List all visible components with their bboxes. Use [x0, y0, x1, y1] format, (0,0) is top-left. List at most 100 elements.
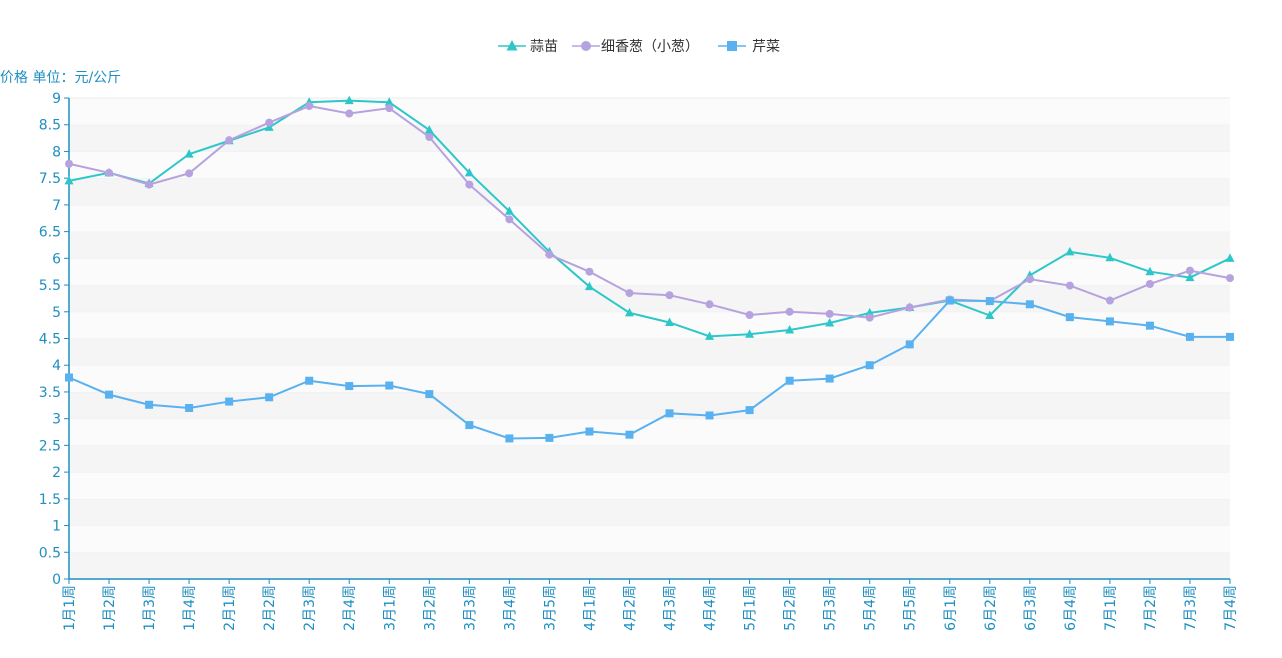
- data-point: [625, 430, 634, 439]
- series-square: [65, 296, 1234, 443]
- data-point: [624, 307, 634, 317]
- data-point: [385, 104, 394, 113]
- data-point: [504, 206, 514, 215]
- x-tick-label: 2月4周: [342, 585, 358, 631]
- data-point: [945, 296, 954, 305]
- x-tick-label: 5月2周: [783, 585, 799, 631]
- series-lines: [64, 95, 1235, 443]
- x-tick-label: 3月4周: [502, 585, 518, 631]
- data-point: [825, 374, 834, 383]
- x-tick-label: 5月4周: [863, 585, 879, 631]
- data-point: [265, 118, 274, 127]
- data-point: [1105, 252, 1115, 262]
- y-tick-label: 1.5: [39, 492, 61, 508]
- data-point: [424, 125, 434, 134]
- data-point: [865, 361, 874, 370]
- legend-item[interactable]: 蒜苗: [498, 39, 558, 55]
- data-point: [385, 381, 394, 390]
- data-point: [1065, 313, 1074, 322]
- data-point: [105, 390, 114, 399]
- data-point: [465, 421, 474, 430]
- x-tick-label: 2月3周: [302, 585, 318, 631]
- data-point: [64, 175, 74, 185]
- legend[interactable]: 蒜苗 细香葱（小葱） 芹菜: [498, 39, 780, 55]
- data-point: [1226, 274, 1234, 283]
- data-point: [785, 376, 794, 385]
- y-tick-label: 4: [52, 358, 61, 374]
- data-point: [184, 149, 194, 158]
- data-point: [745, 329, 755, 338]
- data-point: [665, 409, 674, 418]
- data-point: [225, 397, 234, 406]
- y-tick-label: 5: [52, 305, 61, 321]
- data-point: [1226, 332, 1234, 341]
- data-point: [65, 373, 73, 382]
- y-tick-label: 6.5: [39, 225, 61, 241]
- y-axis-label: 价格 单位：元/公斤: [0, 70, 121, 86]
- x-tick-label: 5月5周: [903, 585, 919, 631]
- data-point: [1025, 300, 1034, 309]
- series-line: [68, 99, 1231, 338]
- data-point: [705, 411, 714, 420]
- x-tick-label: 4月4周: [703, 585, 719, 631]
- data-point: [145, 400, 154, 409]
- data-point: [665, 291, 674, 300]
- x-tick-label: 2月2周: [262, 585, 278, 631]
- x-tick-label: 3月3周: [462, 585, 478, 631]
- y-tick-label: 2.5: [39, 438, 61, 454]
- data-point: [305, 102, 314, 111]
- grid-band: [69, 204, 1230, 232]
- data-point: [785, 324, 795, 334]
- legend-square-icon: [727, 41, 737, 51]
- data-point: [545, 433, 554, 442]
- y-tick-labels: 0 0.5 1 1.5 2 2.5 3 3.5 4 4.5 5 5.5 6 6.5 7 7.5 8 8.5 9: [39, 91, 61, 588]
- x-tick-label: 5月3周: [823, 585, 839, 631]
- data-point: [985, 310, 995, 320]
- data-point: [1185, 272, 1195, 282]
- grid-band: [69, 472, 1230, 499]
- y-tick-label: 0: [52, 572, 61, 588]
- grid-band: [69, 231, 1230, 259]
- data-point: [145, 180, 154, 189]
- x-tick-label: 4月2周: [622, 585, 638, 631]
- data-point: [785, 307, 794, 316]
- grid-band: [69, 552, 1230, 579]
- x-tick-labels: 1月1周 1月2周 1月3周 1月4周 2月1周 2月2周 2月3周 2月4周 3月1周 3月2周…: [62, 585, 1239, 631]
- data-point: [344, 95, 354, 105]
- y-tick-label: 8: [52, 144, 61, 160]
- data-point: [305, 376, 314, 385]
- data-point: [1145, 279, 1154, 288]
- data-point: [505, 434, 514, 443]
- x-tick-label: 1月1周: [62, 585, 78, 631]
- legend-item[interactable]: 细香葱（小葱）: [572, 39, 699, 55]
- data-point: [225, 136, 234, 145]
- data-point: [585, 267, 594, 276]
- data-point: [1225, 253, 1235, 262]
- x-tick-label: 6月4周: [1063, 585, 1079, 631]
- grid-band: [69, 285, 1230, 312]
- grid-band: [69, 525, 1230, 553]
- x-tick-label: 7月3周: [1183, 585, 1199, 631]
- data-point: [1065, 246, 1075, 256]
- grid-band: [69, 178, 1230, 205]
- data-point: [345, 109, 354, 118]
- y-tick-label: 7.5: [39, 171, 61, 187]
- y-tick-label: 8.5: [39, 118, 61, 134]
- legend-label: 蒜苗: [530, 39, 558, 55]
- data-point: [1145, 321, 1154, 330]
- y-tick-label: 1: [52, 519, 61, 535]
- data-point: [865, 307, 875, 317]
- grid-band: [69, 151, 1230, 179]
- series-line: [68, 104, 1231, 319]
- data-point: [1025, 275, 1034, 284]
- grid-band: [69, 338, 1230, 366]
- y-tick-label: 9: [52, 91, 61, 107]
- legend-item[interactable]: 芹菜: [718, 39, 780, 55]
- y-tick-label: 5.5: [39, 278, 61, 294]
- grid-band: [69, 124, 1230, 152]
- x-tick-label: 7月4周: [1223, 585, 1239, 631]
- legend-label: 芹菜: [752, 39, 780, 55]
- data-point: [745, 406, 754, 415]
- data-point: [625, 289, 634, 298]
